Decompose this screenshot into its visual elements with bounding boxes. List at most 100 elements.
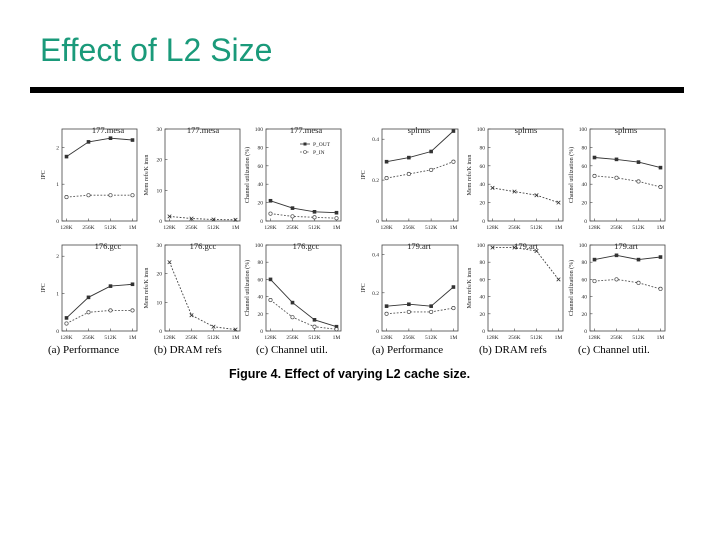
chart-9-series-1-point: [268, 277, 273, 282]
chart-6-xtick-label: 1M: [657, 225, 665, 231]
chart-3-series-1-point: [334, 210, 339, 215]
chart-8-xtick-label: 1M: [232, 335, 240, 341]
chart-5-frame: [487, 128, 564, 222]
chart-1-series-2-point: [108, 193, 113, 198]
chart-3-frame: [265, 128, 342, 222]
chart-5-xtick-label: 256K: [508, 225, 520, 231]
chart-12-series-2-point: [658, 286, 663, 291]
chart-9-title: 176.gcc: [293, 241, 320, 251]
chart-2-series-1-point: [233, 217, 238, 222]
chart-1-series-2-line: [66, 194, 133, 198]
chart-12-series-1-point: [592, 257, 597, 262]
chart-4-series-2-point: [384, 176, 389, 181]
legend-marker-out: [303, 142, 307, 146]
chart-1-title: 177.mesa: [92, 125, 125, 135]
chart-11-series-1-line: [492, 247, 559, 280]
chart-8-ytick-label: 30: [157, 243, 163, 249]
chart-4-series-1-point: [407, 155, 411, 160]
chart-3-series-1-line: [270, 200, 337, 214]
chart-2-series-1-point: [211, 217, 216, 222]
chart-3-ytick-label: 0: [260, 219, 263, 225]
chart-3-series-1-point: [268, 198, 273, 203]
subcaption-performance-right: (a) Performance: [372, 344, 444, 356]
chart-11-ytick-label: 100: [477, 243, 486, 249]
chart-10-ylabel: IPC: [361, 283, 367, 292]
chart-3-series-1-point: [312, 210, 317, 214]
chart-4-xtick-label: 256K: [403, 225, 415, 231]
chart-11-xtick-label: 256K: [508, 335, 520, 341]
chart-2-frame: [164, 128, 241, 222]
chart-6-series-1-line: [594, 157, 661, 169]
chart-9-ytick-label: 80: [258, 260, 264, 266]
chart-8-ytick-label: 0: [159, 329, 162, 335]
chart-9-series-2-point: [268, 297, 273, 303]
chart-7-frame: [61, 244, 138, 332]
chart-6-series-2-line: [594, 175, 661, 188]
chart-4-ylabel: IPC: [361, 170, 367, 179]
chart-10-frame: [381, 244, 459, 332]
chart-11-ytick-label: 0: [482, 329, 485, 335]
chart-6-ytick-label: 20: [582, 201, 588, 207]
slide-title: Effect of L2 Size: [40, 32, 273, 68]
chart-6-xtick-label: 128K: [588, 225, 600, 231]
chart-1-series-1-line: [66, 137, 133, 157]
chart-6-series-1-point: [592, 155, 597, 160]
chart-3-xtick-label: 1M: [333, 225, 341, 231]
chart-6-ytick-label: 60: [582, 164, 588, 170]
chart-3-xtick-label: 512K: [308, 225, 320, 231]
chart-1-series-1-point: [108, 136, 113, 140]
chart-7-series-2-point: [130, 308, 135, 313]
chart-7-series-2-point: [86, 310, 91, 315]
chart-1-series-2-point: [86, 193, 91, 198]
chart-1-frame: [61, 128, 138, 222]
chart-3-xtick-label: 128K: [264, 225, 276, 231]
chart-7-xtick-label: 1M: [129, 335, 137, 341]
chart-7-ytick-label: 2: [56, 254, 59, 260]
legend-label-out: P_OUT: [313, 142, 331, 148]
chart-9-ytick-label: 60: [258, 277, 264, 283]
chart-5-ytick-label: 100: [477, 127, 486, 133]
chart-9-series-2-point: [290, 315, 295, 320]
chart-5-ytick-label: 60: [480, 164, 486, 170]
chart-6-series-1-point: [658, 165, 663, 170]
chart-9-frame: [265, 244, 342, 332]
chart-2-ytick-label: 30: [157, 127, 163, 133]
chart-9-ytick-label: 0: [260, 329, 263, 335]
chart-6-series-2-point: [614, 175, 619, 180]
chart-5-series-1-point: [512, 189, 517, 194]
chart-11-ytick-label: 20: [480, 312, 486, 318]
chart-5-xtick-label: 512K: [530, 225, 542, 231]
chart-2-ylabel: Mem refs/K insn: [143, 155, 150, 196]
chart-5-ytick-label: 80: [480, 145, 486, 151]
chart-5-ylabel: Mem refs/K insn: [466, 155, 473, 196]
chart-12-series-1-point: [614, 253, 619, 258]
chart-11-series-1-point: [512, 245, 517, 250]
chart-6-ytick-label: 40: [582, 182, 588, 188]
chart-9-xtick-label: 128K: [264, 335, 276, 341]
legend-marker-in: [303, 150, 307, 154]
chart-12-ytick-label: 40: [582, 295, 588, 301]
chart-6-title: splrms: [615, 125, 638, 135]
chart-6-frame: [589, 128, 666, 222]
chart-9-series-2-point: [334, 327, 339, 332]
chart-8-series-1-point: [167, 260, 172, 265]
title-divider: [30, 87, 684, 93]
chart-5-series-1-point: [534, 193, 539, 198]
chart-12-xtick-label: 256K: [610, 335, 622, 341]
chart-7-title: 176.gcc: [95, 241, 122, 251]
chart-3-ytick-label: 40: [258, 182, 264, 188]
chart-12-series-2-point: [592, 279, 597, 284]
chart-9-series-1-line: [270, 279, 337, 328]
chart-1-ytick-label: 1: [56, 182, 59, 188]
subcaption-performance-left: (a) Performance: [48, 344, 120, 356]
chart-3-series-1-point: [290, 206, 295, 210]
subcaption-dram-left: (b) DRAM refs: [154, 344, 222, 356]
chart-5-series-1-point: [556, 200, 561, 205]
chart-4-title: splrms: [408, 125, 431, 135]
chart-6-ytick-label: 0: [584, 219, 587, 225]
chart-11-ytick-label: 80: [480, 260, 486, 266]
chart-3-xtick-label: 256K: [286, 225, 298, 231]
chart-11-xtick-label: 1M: [555, 335, 563, 341]
chart-5-ytick-label: 40: [480, 182, 486, 188]
chart-8-frame: [164, 244, 241, 332]
